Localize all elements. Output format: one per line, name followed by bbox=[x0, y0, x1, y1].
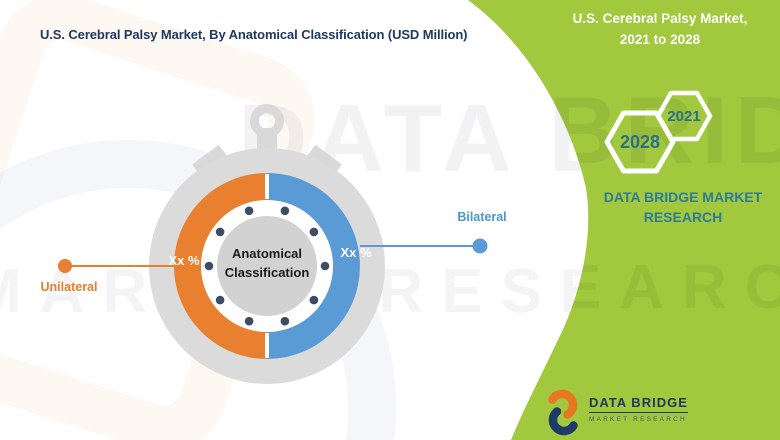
logo-name: DATA BRIDGE bbox=[589, 395, 688, 413]
data-bridge-logo-text: DATA BRIDGE MARKET RESEARCH bbox=[589, 394, 688, 423]
green-heading-line2: 2021 to 2028 bbox=[619, 32, 701, 47]
brand-wordmark: DATA BRIDGE MARKET RESEARCH bbox=[600, 187, 766, 227]
watermark-on-green-row2: MARKET RESEARCH bbox=[0, 253, 780, 322]
chart-center-label: Anatomical Classification bbox=[197, 244, 337, 282]
logo-navy-swoosh bbox=[548, 407, 578, 436]
hexagon-2028 bbox=[604, 110, 676, 174]
bilateral-label: Bilateral bbox=[457, 210, 507, 224]
hexagon-year-2028: 2028 bbox=[619, 132, 661, 152]
segment-divider-top bbox=[265, 174, 269, 199]
tick-dots bbox=[204, 206, 330, 326]
segment-divider-bottom bbox=[265, 333, 269, 358]
green-panel-heading: U.S. Cerebral Palsy Market, 2021 to 2028 bbox=[548, 8, 772, 50]
bilateral-leader-dot bbox=[472, 238, 488, 254]
logo-orange-swoosh bbox=[548, 389, 578, 419]
hexagon-year-2021: 2021 bbox=[667, 108, 701, 125]
data-bridge-logo-icon bbox=[548, 389, 578, 436]
stopwatch-crown-stem bbox=[257, 128, 277, 154]
center-label-line1: Anatomical bbox=[231, 246, 303, 261]
unilateral-label: Unilateral bbox=[40, 280, 98, 294]
green-panel-shape bbox=[468, 0, 780, 440]
segment-unilateral bbox=[174, 173, 267, 359]
brand-line1: DATA BRIDGE MARKET bbox=[603, 189, 763, 205]
page-title: U.S. Cerebral Palsy Market, By Anatomica… bbox=[40, 27, 468, 42]
hexagon-2021 bbox=[655, 90, 713, 142]
unilateral-leader-dot bbox=[58, 259, 72, 273]
center-label-line2: Classification bbox=[224, 265, 310, 280]
segment-bilateral bbox=[267, 173, 360, 359]
green-heading-line1: U.S. Cerebral Palsy Market, bbox=[572, 11, 748, 26]
center-disc bbox=[217, 216, 317, 316]
brand-line2: RESEARCH bbox=[643, 209, 723, 225]
logo-subtitle: MARKET RESEARCH bbox=[589, 416, 687, 423]
unilateral-value-label: Xx % bbox=[168, 253, 200, 268]
bilateral-value-label: Xx % bbox=[340, 245, 372, 260]
